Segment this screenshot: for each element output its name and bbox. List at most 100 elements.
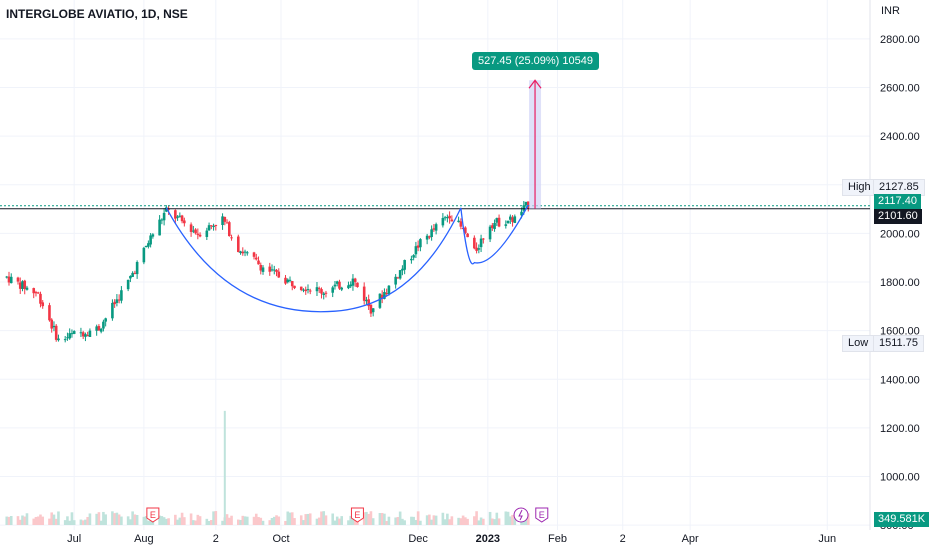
candle-body xyxy=(257,260,260,265)
volume-bar xyxy=(506,511,510,525)
volume-bar xyxy=(398,511,402,525)
volume-bar xyxy=(430,519,433,525)
volume-bar xyxy=(333,520,337,525)
x-tick-label: 2 xyxy=(213,533,219,545)
candle-body xyxy=(25,287,29,290)
candle-body xyxy=(102,321,105,329)
candle-body xyxy=(104,318,107,322)
volume-bar xyxy=(272,516,276,525)
handle-curve xyxy=(460,204,529,265)
volume-bar xyxy=(401,518,404,525)
volume-bar xyxy=(167,518,170,525)
candle-body xyxy=(419,239,422,248)
volume-bar xyxy=(416,511,420,525)
volume-bar xyxy=(412,516,415,525)
candle-body xyxy=(192,230,195,232)
volume-bar xyxy=(241,515,245,525)
volume-bar xyxy=(259,517,263,525)
x-tick-label: Dec xyxy=(408,533,428,545)
candle-body xyxy=(369,304,373,314)
candle-body xyxy=(302,289,305,291)
earnings-event-icon: E xyxy=(535,507,549,523)
volume-bar xyxy=(104,514,107,525)
volume-spike xyxy=(223,410,226,525)
price-axis[interactable]: 800.001000.001200.001400.001600.001800.0… xyxy=(880,34,920,532)
volume-bar xyxy=(36,516,40,525)
candle-body xyxy=(497,217,501,227)
candle-body xyxy=(113,301,116,305)
bolt-icon xyxy=(518,509,523,521)
volume-bar xyxy=(120,516,123,525)
candle-body xyxy=(149,235,152,245)
volume-bar xyxy=(270,517,274,525)
volume-bar xyxy=(365,511,368,525)
candle-body xyxy=(165,207,168,212)
candle-body xyxy=(365,299,368,302)
volume-bar xyxy=(72,520,76,525)
volume-bar xyxy=(194,520,197,525)
time-axis[interactable]: Jul Aug 2 Oct Dec 2023 Feb 2 Apr Jun xyxy=(67,533,836,545)
candle-body xyxy=(322,293,326,295)
volume-bar xyxy=(315,518,319,525)
earnings-badge xyxy=(535,507,549,523)
volume-bar xyxy=(9,516,13,525)
y-tick-label: 2400.00 xyxy=(880,131,920,143)
candle-body xyxy=(385,292,388,294)
volume-bar xyxy=(466,518,469,525)
candle-body xyxy=(317,288,321,290)
volume-bar xyxy=(495,512,499,525)
volume-bar xyxy=(299,515,303,525)
candle-body xyxy=(79,332,83,334)
volume-bar xyxy=(23,516,27,525)
volume-bar xyxy=(212,511,215,525)
candle-body xyxy=(174,210,177,219)
candle-body xyxy=(72,331,76,334)
candle-body xyxy=(414,246,418,255)
candle-body xyxy=(446,217,449,219)
volume-bar xyxy=(210,520,213,525)
volume-bar xyxy=(230,515,233,525)
candle-body xyxy=(176,216,179,218)
candle-body xyxy=(428,236,431,238)
volume-bar xyxy=(205,518,209,525)
volume-bar xyxy=(174,514,177,525)
volume-bar xyxy=(293,518,296,525)
volume-bar xyxy=(126,516,130,525)
candle-body xyxy=(133,272,137,274)
volume-bar xyxy=(189,513,193,525)
current-price-badge: 2117.40 xyxy=(874,194,921,209)
volume-bar xyxy=(151,520,155,525)
volume-bar xyxy=(306,513,310,525)
volume-bar xyxy=(526,513,530,525)
earnings-badge xyxy=(146,507,160,523)
candle-body xyxy=(194,229,197,234)
candle-body xyxy=(205,230,209,237)
high-label: High xyxy=(842,179,877,196)
candle-body xyxy=(277,271,281,278)
candle-body xyxy=(198,234,202,237)
volume-bar xyxy=(369,511,373,525)
x-tick-label: Aug xyxy=(134,533,154,545)
volume-bar xyxy=(18,519,22,525)
volume-bar xyxy=(394,517,397,525)
symbol-title[interactable]: INTERGLOBE AVIATIO, 1D, NSE xyxy=(6,7,188,21)
candle-body xyxy=(299,286,303,290)
candle-body xyxy=(396,277,400,279)
volume-bar xyxy=(286,511,290,525)
candle-body xyxy=(383,292,386,299)
volume-bar xyxy=(5,516,9,525)
candle-body xyxy=(160,219,164,221)
volume-bar xyxy=(308,513,312,525)
volume-bar xyxy=(428,514,431,525)
candle-body xyxy=(367,299,370,307)
candle-body xyxy=(254,257,258,260)
split-event-icon xyxy=(513,507,529,523)
candle-body xyxy=(459,221,463,227)
volume-bar xyxy=(160,516,164,525)
volume-bar xyxy=(347,520,350,525)
y-tick-label: 1800.00 xyxy=(880,277,920,289)
volume-bar xyxy=(79,519,83,525)
volume-bar xyxy=(441,512,445,525)
